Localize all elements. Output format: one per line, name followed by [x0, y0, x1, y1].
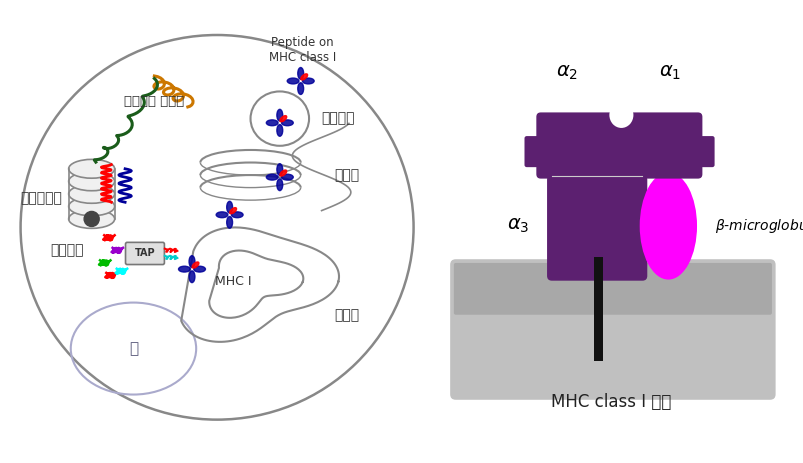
Ellipse shape	[192, 262, 198, 268]
Text: TAP: TAP	[135, 248, 155, 258]
Ellipse shape	[216, 212, 227, 218]
Ellipse shape	[276, 125, 283, 136]
Text: 골지체: 골지체	[334, 168, 359, 182]
Ellipse shape	[276, 164, 283, 175]
Ellipse shape	[231, 212, 243, 218]
Text: $\alpha_1$: $\alpha_1$	[658, 63, 680, 82]
FancyBboxPatch shape	[450, 259, 775, 400]
Ellipse shape	[68, 210, 115, 228]
Ellipse shape	[276, 179, 283, 191]
Ellipse shape	[281, 120, 293, 126]
Ellipse shape	[68, 184, 115, 203]
Text: MHC class I 구조: MHC class I 구조	[550, 393, 671, 411]
FancyBboxPatch shape	[524, 136, 544, 167]
Ellipse shape	[226, 201, 232, 213]
Circle shape	[84, 212, 99, 226]
Text: $\alpha_2$: $\alpha_2$	[555, 63, 577, 82]
Bar	[593, 257, 601, 361]
Ellipse shape	[300, 74, 308, 80]
Text: Peptide on
MHC class I: Peptide on MHC class I	[269, 36, 336, 63]
Ellipse shape	[302, 78, 314, 84]
Text: 프로테오준: 프로테오준	[21, 191, 63, 205]
Ellipse shape	[226, 217, 232, 228]
Ellipse shape	[194, 266, 206, 272]
Ellipse shape	[279, 170, 287, 176]
Ellipse shape	[230, 207, 236, 214]
Ellipse shape	[68, 197, 115, 216]
Ellipse shape	[266, 174, 278, 180]
Text: MHC I: MHC I	[214, 275, 251, 288]
Ellipse shape	[297, 83, 304, 94]
Ellipse shape	[178, 266, 190, 272]
Ellipse shape	[297, 68, 304, 79]
Text: 펝타이드: 펝타이드	[50, 244, 84, 257]
FancyBboxPatch shape	[125, 242, 164, 264]
FancyBboxPatch shape	[694, 136, 714, 167]
Ellipse shape	[189, 256, 194, 267]
FancyBboxPatch shape	[546, 175, 646, 281]
Ellipse shape	[281, 174, 293, 180]
Ellipse shape	[639, 172, 696, 280]
FancyBboxPatch shape	[453, 263, 771, 315]
FancyBboxPatch shape	[622, 113, 702, 179]
Ellipse shape	[68, 172, 115, 191]
Text: $\beta$-microglobulin: $\beta$-microglobulin	[714, 217, 803, 235]
Ellipse shape	[279, 116, 287, 122]
Text: $\alpha_3$: $\alpha_3$	[507, 216, 529, 236]
FancyBboxPatch shape	[536, 113, 624, 179]
Text: 핵: 핵	[128, 341, 138, 356]
Ellipse shape	[68, 159, 115, 178]
Ellipse shape	[287, 78, 299, 84]
Ellipse shape	[266, 120, 278, 126]
Ellipse shape	[276, 109, 283, 121]
Ellipse shape	[609, 102, 633, 128]
Ellipse shape	[189, 271, 194, 282]
Text: 세포내의 단백질: 세포내의 단백질	[124, 95, 184, 108]
Text: 분비소포: 분비소포	[321, 112, 355, 125]
Text: 소포체: 소포체	[334, 308, 359, 322]
